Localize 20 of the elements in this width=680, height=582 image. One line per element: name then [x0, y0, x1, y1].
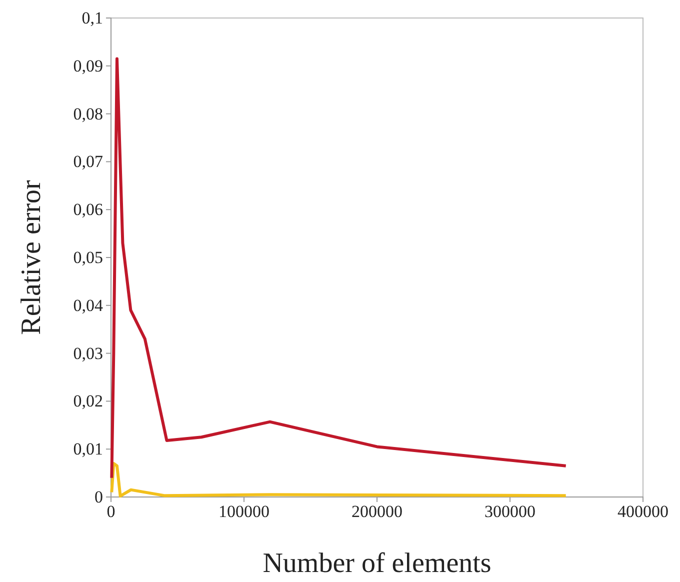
y-axis-title: Relative error — [16, 179, 47, 335]
line-series — [110, 57, 568, 480]
y-tick-label: 0,03 — [73, 344, 103, 363]
y-tick-label: 0,04 — [73, 296, 104, 315]
x-tick-label: 300000 — [484, 502, 536, 522]
y-tick-label: 0,1 — [82, 8, 103, 28]
y-tick-label: 0,05 — [73, 248, 103, 267]
x-tick-label: 400000 — [618, 502, 668, 522]
y-tick-label: 0,07 — [73, 152, 104, 172]
y-tick-label: 0,09 — [73, 56, 103, 76]
y-tick-label: 0 — [94, 487, 103, 506]
y-tick-label: 0,06 — [73, 200, 103, 220]
line-series — [110, 462, 568, 498]
y-tick-label: 0,08 — [73, 104, 103, 124]
x-tick-label: 200000 — [352, 502, 402, 522]
y-tick-label: 0,02 — [73, 392, 103, 411]
x-tick-label: 0 — [106, 502, 116, 522]
y-tick-label: 0,01 — [73, 440, 103, 459]
x-tick-label: 100000 — [218, 502, 270, 522]
x-axis-title: Number of elements — [262, 548, 492, 579]
